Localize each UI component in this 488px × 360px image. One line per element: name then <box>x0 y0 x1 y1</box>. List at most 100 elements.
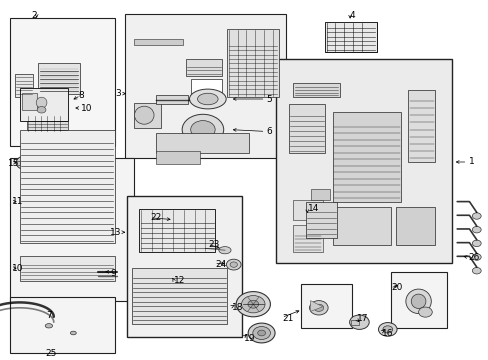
FancyBboxPatch shape <box>182 211 191 219</box>
FancyBboxPatch shape <box>139 209 215 252</box>
Text: 25: 25 <box>45 349 57 358</box>
Ellipse shape <box>471 267 480 274</box>
Ellipse shape <box>219 247 231 254</box>
Ellipse shape <box>197 93 218 105</box>
Text: 16: 16 <box>382 328 393 338</box>
FancyBboxPatch shape <box>15 74 33 97</box>
Ellipse shape <box>471 254 480 260</box>
Ellipse shape <box>182 114 223 145</box>
FancyBboxPatch shape <box>350 320 358 325</box>
FancyBboxPatch shape <box>156 133 249 153</box>
Text: 26: 26 <box>468 253 479 262</box>
FancyBboxPatch shape <box>288 104 325 153</box>
Text: 7: 7 <box>46 311 52 320</box>
Ellipse shape <box>16 156 35 170</box>
Text: 1: 1 <box>468 157 473 166</box>
Ellipse shape <box>313 304 323 311</box>
FancyBboxPatch shape <box>190 79 222 94</box>
Text: 14: 14 <box>307 204 319 213</box>
Text: 21: 21 <box>282 314 293 323</box>
FancyBboxPatch shape <box>38 63 80 94</box>
Text: 18: 18 <box>232 303 244 312</box>
FancyBboxPatch shape <box>134 39 183 45</box>
Text: 3: 3 <box>115 89 121 98</box>
FancyBboxPatch shape <box>16 161 20 165</box>
Ellipse shape <box>236 292 270 317</box>
FancyBboxPatch shape <box>325 22 376 52</box>
Text: 11: 11 <box>12 197 24 206</box>
Ellipse shape <box>165 216 181 227</box>
Ellipse shape <box>248 323 274 343</box>
FancyBboxPatch shape <box>134 103 161 128</box>
Text: 5: 5 <box>266 94 272 104</box>
FancyBboxPatch shape <box>332 112 400 202</box>
FancyBboxPatch shape <box>20 88 68 121</box>
Text: 9: 9 <box>110 269 116 278</box>
FancyBboxPatch shape <box>22 93 37 110</box>
Text: 2: 2 <box>31 11 37 20</box>
Ellipse shape <box>160 211 186 231</box>
Ellipse shape <box>36 97 47 108</box>
Text: 23: 23 <box>208 240 220 249</box>
Text: 15: 15 <box>8 159 20 168</box>
FancyBboxPatch shape <box>156 151 200 164</box>
Ellipse shape <box>134 106 154 124</box>
FancyBboxPatch shape <box>20 256 115 281</box>
Ellipse shape <box>252 327 270 339</box>
Ellipse shape <box>20 159 31 167</box>
FancyBboxPatch shape <box>132 268 227 324</box>
Ellipse shape <box>70 331 76 335</box>
Text: 10: 10 <box>81 104 92 112</box>
Ellipse shape <box>229 262 237 267</box>
Text: 19: 19 <box>243 334 255 343</box>
FancyBboxPatch shape <box>10 158 134 301</box>
FancyBboxPatch shape <box>27 115 68 131</box>
FancyBboxPatch shape <box>227 29 278 97</box>
FancyBboxPatch shape <box>305 202 337 238</box>
Ellipse shape <box>37 107 46 113</box>
FancyBboxPatch shape <box>390 272 447 328</box>
FancyBboxPatch shape <box>124 14 285 158</box>
Ellipse shape <box>471 226 480 233</box>
Text: 4: 4 <box>348 11 354 20</box>
Text: 24: 24 <box>215 260 226 269</box>
Ellipse shape <box>418 307 431 317</box>
FancyBboxPatch shape <box>156 95 188 104</box>
Ellipse shape <box>189 89 225 109</box>
Text: 13: 13 <box>109 228 121 237</box>
Ellipse shape <box>241 296 264 313</box>
Ellipse shape <box>378 323 396 336</box>
FancyBboxPatch shape <box>310 189 329 200</box>
FancyBboxPatch shape <box>185 59 222 76</box>
Ellipse shape <box>405 289 430 314</box>
FancyBboxPatch shape <box>332 207 390 245</box>
FancyBboxPatch shape <box>20 130 115 243</box>
FancyBboxPatch shape <box>10 297 115 353</box>
Ellipse shape <box>349 315 368 329</box>
Text: 20: 20 <box>390 284 402 292</box>
FancyBboxPatch shape <box>293 200 322 220</box>
Ellipse shape <box>309 301 327 315</box>
FancyBboxPatch shape <box>300 284 351 328</box>
Ellipse shape <box>471 213 480 219</box>
Ellipse shape <box>170 219 177 224</box>
Ellipse shape <box>45 324 53 328</box>
FancyBboxPatch shape <box>293 225 322 252</box>
Ellipse shape <box>190 121 215 139</box>
Text: 10: 10 <box>12 264 24 273</box>
Text: 22: 22 <box>150 213 162 222</box>
Ellipse shape <box>410 294 425 309</box>
Ellipse shape <box>471 240 480 247</box>
Ellipse shape <box>226 259 241 270</box>
Ellipse shape <box>247 300 258 308</box>
Ellipse shape <box>257 330 265 336</box>
FancyBboxPatch shape <box>407 90 434 162</box>
FancyBboxPatch shape <box>276 59 451 263</box>
Polygon shape <box>310 301 322 311</box>
FancyBboxPatch shape <box>395 207 434 245</box>
Text: 12: 12 <box>174 276 185 285</box>
FancyBboxPatch shape <box>10 18 115 146</box>
Text: 6: 6 <box>266 127 272 136</box>
Text: 17: 17 <box>356 314 368 323</box>
Ellipse shape <box>382 326 392 333</box>
